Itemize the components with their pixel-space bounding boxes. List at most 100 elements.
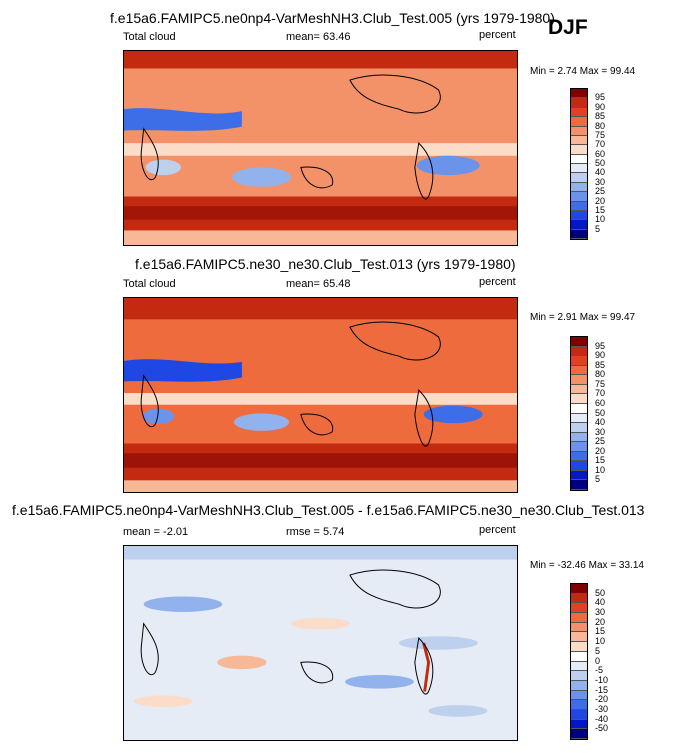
colorbar-label: 15: [595, 626, 606, 637]
panel-2-minmax: Min = 2.91 Max = 99.47: [530, 312, 636, 323]
colorbar-swatch: [571, 700, 587, 710]
colorbar-swatch: [571, 480, 587, 490]
colorbar-swatch: [571, 451, 587, 462]
coastline-asia: [349, 74, 441, 114]
coastline-australia: [300, 413, 334, 436]
colorbar-swatch: [571, 210, 587, 221]
arctic-band: [124, 546, 517, 560]
panel-1-map-svg: [124, 51, 517, 245]
colorbar-label: 40: [595, 167, 606, 178]
panel-3-map-svg: [124, 546, 517, 740]
panel-3-colorbar-labels: -50 -40 -30 -20 -15 -10 -5 0 5 10 15 20 30 40 50: [595, 583, 635, 740]
colorbar-label: 50: [595, 407, 606, 418]
south-pacific-clear: [423, 405, 483, 424]
coastline-australia: [300, 166, 334, 189]
coastline-asia: [349, 569, 441, 609]
colorbar-swatch: [571, 729, 587, 739]
panel-1-units-label: percent: [479, 29, 516, 41]
colorbar-label: 80: [595, 369, 606, 380]
colorbar-swatch: [571, 394, 587, 404]
colorbar-swatch: [571, 413, 587, 424]
panel-3-map: [123, 545, 518, 741]
season-label: DJF: [548, 16, 588, 39]
colorbar-swatch: [571, 220, 587, 230]
colorbar-label: 10: [595, 636, 606, 647]
colorbar-label: 5: [595, 474, 601, 485]
panel-3-rmse-label: rmse = 5.74: [286, 526, 345, 538]
panel-1-title: f.e15a6.FAMIPC5.ne0np4-VarMeshNH3.Club_T…: [110, 10, 555, 26]
colorbar-label: 20: [595, 616, 606, 627]
colorbar-label: 95: [595, 340, 606, 351]
panel-2-title: f.e15a6.FAMIPC5.ne30_ne30.Club_Test.013 …: [135, 256, 516, 272]
colorbar-swatch: [571, 622, 587, 633]
colorbar-swatch: [571, 164, 587, 174]
panel-2-variable-label: Total cloud: [123, 278, 176, 290]
coastline-asia: [349, 321, 441, 361]
coastline-africa: [140, 127, 159, 180]
southern-ocean-max: [124, 453, 517, 468]
colorbar-swatch: [571, 461, 587, 471]
colorbar-swatch: [571, 229, 587, 239]
panel-3-units-label: percent: [479, 524, 516, 536]
colorbar-swatch: [571, 613, 587, 623]
panel-2-colorbar-swatches: [571, 337, 587, 490]
diff-red-3: [133, 695, 193, 708]
panel-3-title: f.e15a6.FAMIPC5.ne0np4-VarMeshNH3.Club_T…: [12, 502, 645, 518]
diff-red-1: [291, 617, 350, 630]
colorbar-label: -5: [595, 665, 604, 676]
colorbar-label: 95: [595, 92, 606, 103]
colorbar-swatch: [571, 107, 587, 118]
colorbar-swatch: [571, 651, 587, 662]
antarctica-band: [124, 230, 517, 245]
tropical-band: [124, 143, 517, 156]
colorbar-swatch: [571, 365, 587, 376]
south-pacific-clear: [416, 155, 480, 176]
colorbar-label: 85: [595, 111, 606, 122]
coastline-africa: [140, 622, 159, 675]
colorbar-swatch: [571, 337, 587, 347]
colorbar-label: 15: [595, 204, 606, 215]
colorbar-label: 70: [595, 388, 606, 399]
colorbar-swatch: [571, 632, 587, 643]
colorbar-label: -10: [595, 674, 609, 685]
coastline-australia: [300, 661, 334, 684]
colorbar-swatch: [571, 690, 587, 701]
colorbar-swatch: [571, 671, 587, 681]
colorbar-label: 30: [595, 607, 606, 618]
colorbar-label: 40: [595, 417, 606, 428]
colorbar-label: 25: [595, 186, 606, 197]
colorbar-swatch: [571, 403, 587, 414]
panel-2-units-label: percent: [479, 276, 516, 288]
colorbar-swatch: [571, 192, 587, 202]
colorbar-swatch: [571, 719, 587, 730]
atlantic-clear: [142, 408, 175, 425]
colorbar-label: 75: [595, 378, 606, 389]
colorbar-label: 60: [595, 397, 606, 408]
colorbar-label: 20: [595, 195, 606, 206]
colorbar-label: 30: [595, 176, 606, 187]
arctic-band: [124, 298, 517, 320]
panel-1-mean-label: mean= 63.46: [286, 31, 351, 43]
colorbar-label: -15: [595, 684, 609, 695]
colorbar-swatch: [571, 584, 587, 594]
panel-1-colorbar: [570, 88, 588, 240]
colorbar-label: -30: [595, 703, 609, 714]
colorbar-label: 60: [595, 148, 606, 159]
colorbar-swatch: [571, 154, 587, 164]
colorbar-label: -20: [595, 694, 609, 705]
colorbar-label: 5: [595, 223, 601, 234]
colorbar-label: 75: [595, 129, 606, 140]
coastline-south-america: [414, 142, 434, 200]
colorbar-swatch: [571, 593, 587, 604]
panel-2-colorbar: [570, 336, 588, 491]
panel-2-map-svg: [124, 298, 517, 492]
colorbar-swatch: [571, 182, 587, 193]
atlantic-clear: [145, 159, 181, 176]
sahara-clear-band: [124, 108, 242, 131]
colorbar-label: 90: [595, 350, 606, 361]
colorbar-swatch: [571, 173, 587, 183]
colorbar-label: 20: [595, 445, 606, 456]
colorbar-label: 85: [595, 359, 606, 370]
panel-1-colorbar-labels: 5 10 15 20 25 30 40 50 60 70 75 80 85 90 95: [595, 88, 635, 240]
colorbar-swatch: [571, 201, 587, 211]
